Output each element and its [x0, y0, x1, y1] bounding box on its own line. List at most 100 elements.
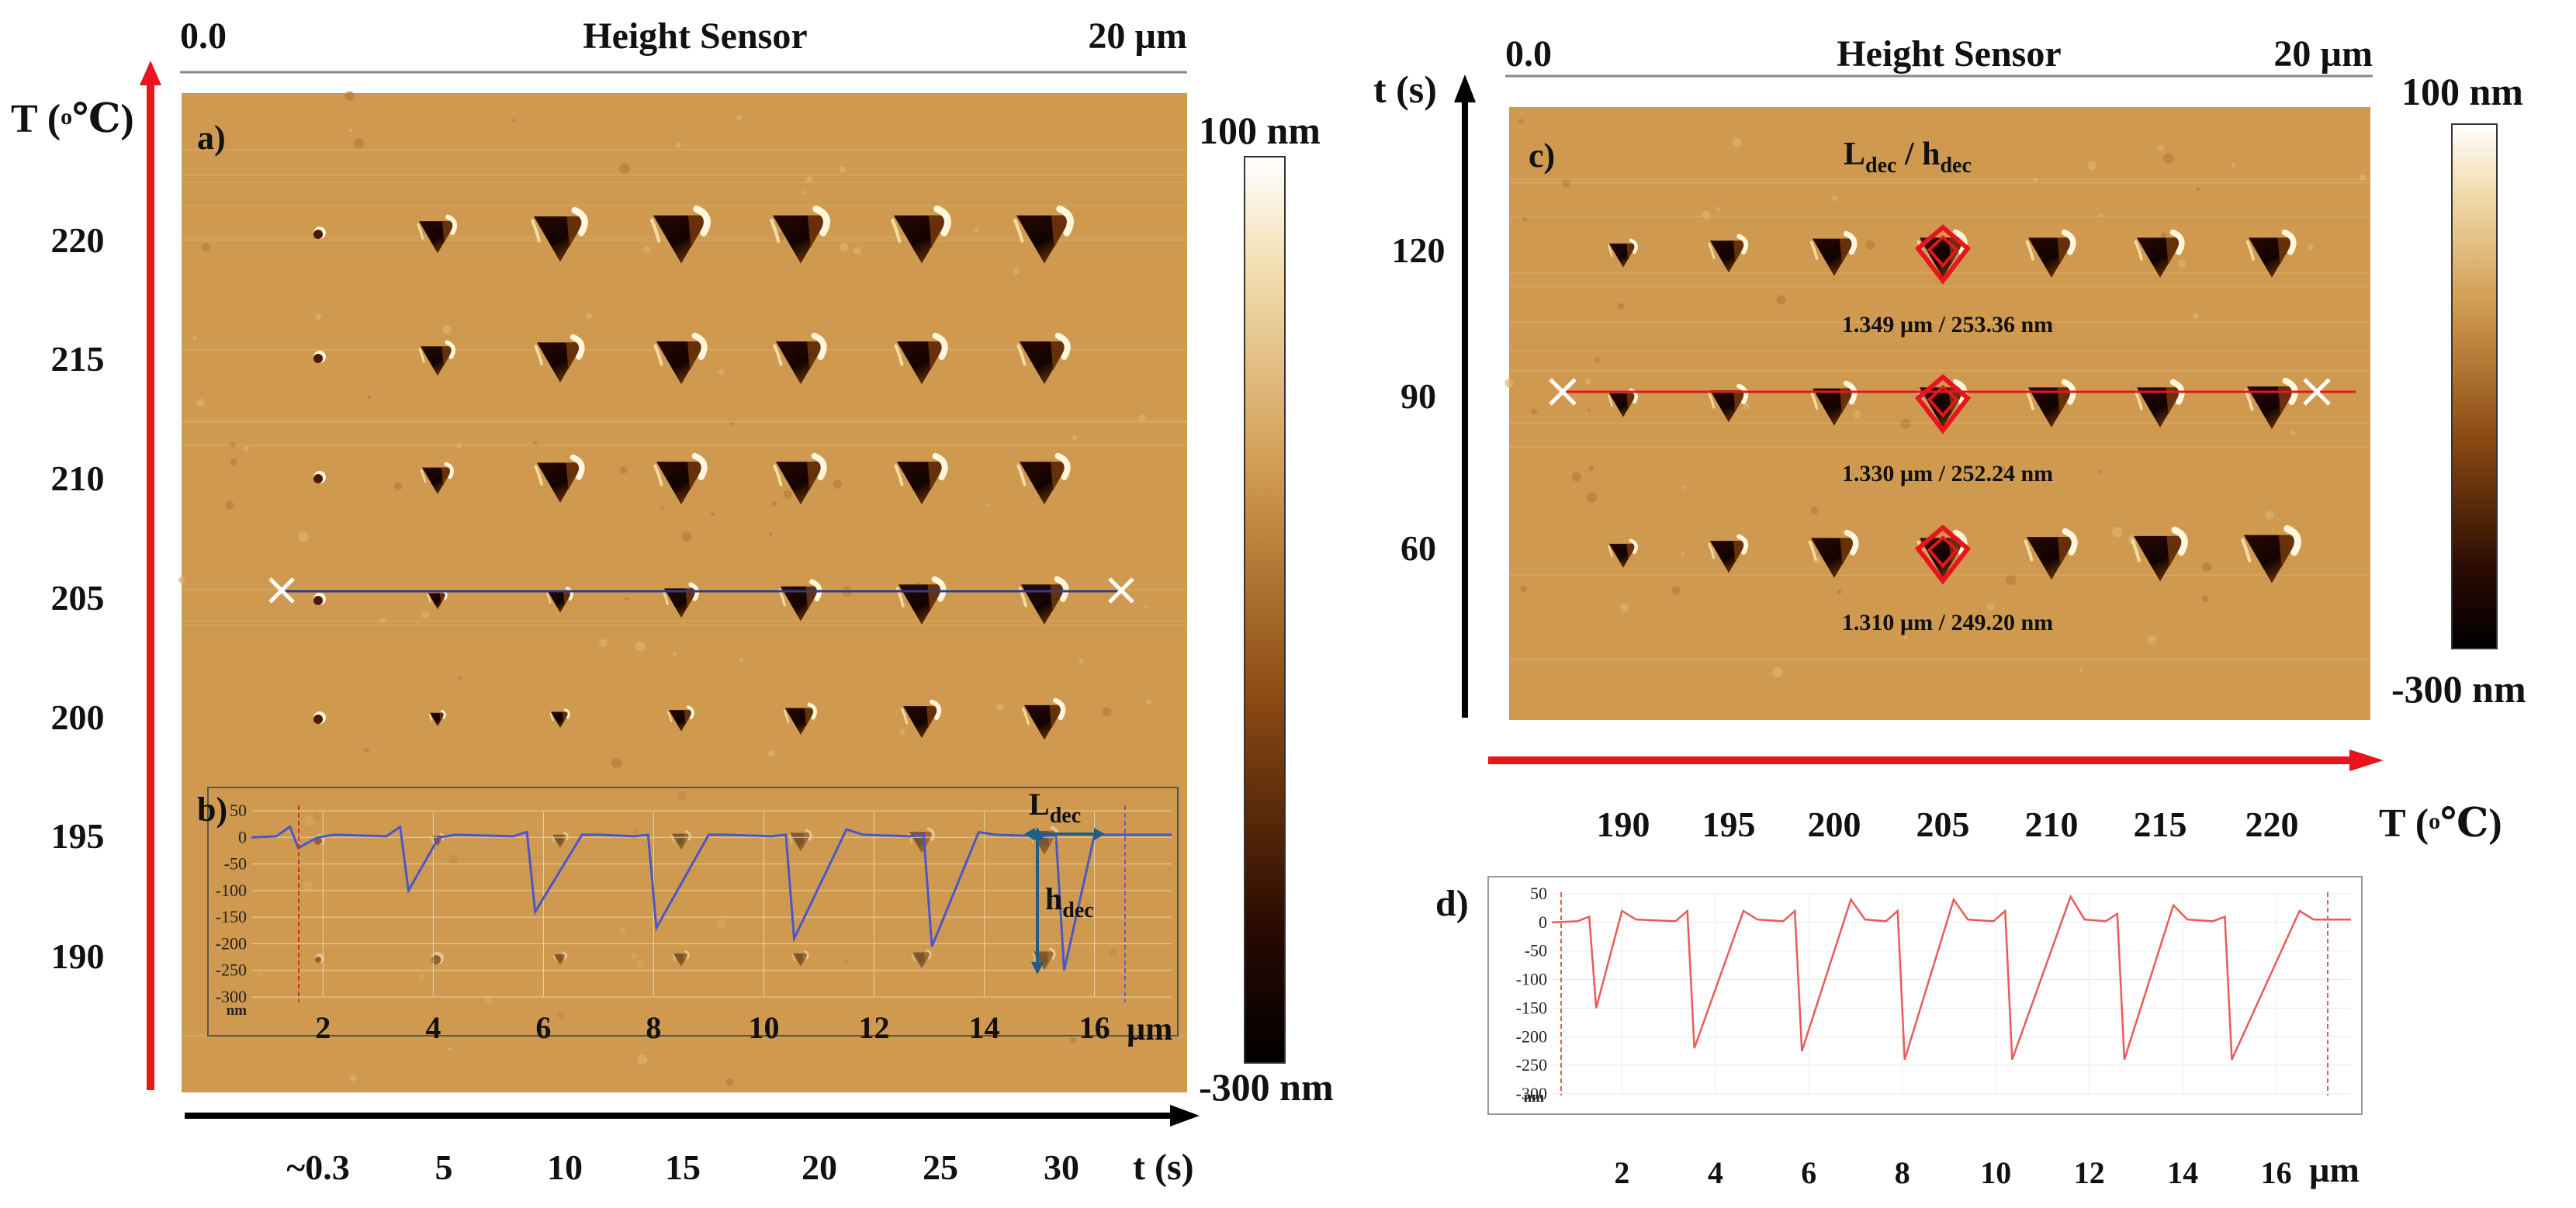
pile-up: [445, 214, 458, 235]
y-tick-label: 190: [51, 936, 105, 976]
speck: [1530, 408, 1538, 415]
pile-up: [2134, 240, 2143, 261]
colorbar-a-min: -300 nm: [1199, 1065, 1334, 1109]
h-dec-label: hdec: [1045, 881, 1094, 922]
pile-up: [1708, 542, 1716, 559]
pile-up: [1054, 332, 1071, 360]
speck: [2148, 635, 2156, 644]
y-tick-label: 120: [1392, 230, 1446, 270]
pile-up: [427, 594, 431, 603]
pile-up: [773, 344, 783, 366]
pile-up: [812, 205, 830, 237]
speck: [839, 166, 847, 174]
pile-up: [1053, 697, 1066, 721]
speck: [421, 611, 430, 619]
panel-c-header-title: Height Sensor: [1837, 33, 2061, 74]
panel-b-y-ticks: 50 0 -50 -100 -150 -200 -250 -300: [216, 801, 247, 1006]
speck: [1716, 206, 1720, 212]
y-tick-label: 210: [51, 459, 105, 498]
speck: [2163, 153, 2174, 164]
pile-up: [901, 708, 909, 725]
speck: [1562, 179, 1570, 188]
pile-up: [444, 462, 455, 479]
speck: [729, 421, 734, 426]
y-tick-label: 50: [230, 801, 247, 820]
pile-up: [2245, 240, 2255, 261]
pile-up: [1844, 529, 1859, 556]
pile-up: [1608, 244, 1613, 258]
speck: [1571, 472, 1582, 482]
speck: [1810, 507, 1819, 514]
indent: [1608, 538, 1638, 568]
l-dec-label: Ldec: [1029, 787, 1081, 828]
pile-up: [428, 713, 432, 721]
speck: [1587, 408, 1591, 413]
pile-up: [691, 452, 708, 480]
speck: [2079, 668, 2083, 673]
speck: [2111, 527, 2123, 538]
speck: [456, 442, 462, 448]
x-tick-label: 12: [859, 1010, 890, 1045]
pile-up: [534, 465, 543, 486]
y-tick-label: -200: [1516, 1026, 1547, 1046]
colorbar-c-max: 100 nm: [2401, 70, 2523, 113]
speck: [1072, 434, 1078, 440]
speck: [619, 466, 628, 474]
y-tick-label: -50: [224, 854, 247, 874]
x-tick-label: 14: [969, 1010, 1000, 1045]
pile-up: [418, 348, 425, 363]
temperature-arrow-c-head: [2349, 749, 2384, 771]
pile-up: [2061, 379, 2076, 405]
pile-up: [1629, 538, 1638, 555]
x-tick-label: 8: [646, 1010, 661, 1045]
pile-up: [546, 592, 552, 604]
x-tick-label: 8: [1895, 1155, 1910, 1190]
x-tick-label: 6: [1801, 1155, 1816, 1190]
x-tick-label: 6: [535, 1010, 551, 1045]
indent: [1608, 238, 1638, 268]
speck: [598, 639, 608, 648]
panel-a-x-title: t (s): [1133, 1147, 1194, 1188]
indent-small-core: [313, 354, 323, 363]
panel-a-header-right: 20 µm: [1088, 16, 1187, 57]
pile-up: [1809, 390, 1819, 410]
x-tick-label: 10: [1980, 1155, 2011, 1190]
speck: [2192, 313, 2199, 320]
pile-up: [809, 579, 822, 602]
pile-up: [691, 332, 708, 360]
pile-up: [2283, 524, 2301, 556]
speck: [297, 531, 309, 542]
y-tick-label: -300: [216, 987, 247, 1006]
speck: [1772, 667, 1783, 678]
pile-up: [2062, 528, 2078, 556]
panel-c-x-ticks: 190 195 200 205 210 215 220: [1597, 805, 2299, 844]
pile-up: [2169, 379, 2185, 405]
pile-up: [807, 702, 818, 720]
speck: [353, 137, 365, 149]
pile-up: [571, 206, 588, 237]
indent-small-core: [313, 230, 323, 239]
panel-a-x-ticks: ~0.3 5 10 15 20 25 30: [286, 1147, 1079, 1187]
y-tick-label: 195: [51, 816, 105, 856]
x-tick-label: 200: [1808, 805, 1861, 844]
panel-c-y-ticks: 120 90 60: [1392, 230, 1446, 568]
scan-end-marker-right: [1108, 577, 1134, 604]
indent: [653, 452, 708, 505]
speck: [739, 657, 743, 663]
speck: [349, 1075, 357, 1082]
pile-up: [650, 218, 661, 243]
speck: [1594, 357, 1600, 363]
indent: [894, 452, 948, 505]
pile-up: [1736, 534, 1749, 555]
pile-up: [2282, 377, 2298, 405]
indent-small-core: [313, 715, 323, 724]
indent: [2025, 229, 2076, 278]
speck: [393, 482, 403, 491]
pile-up: [2131, 538, 2141, 562]
pile-up: [811, 332, 827, 360]
speck: [1837, 589, 1842, 594]
indent: [1809, 230, 1858, 276]
pile-up: [570, 334, 585, 360]
indent: [2245, 229, 2297, 278]
scan-end-marker-c-right: [2303, 378, 2331, 406]
